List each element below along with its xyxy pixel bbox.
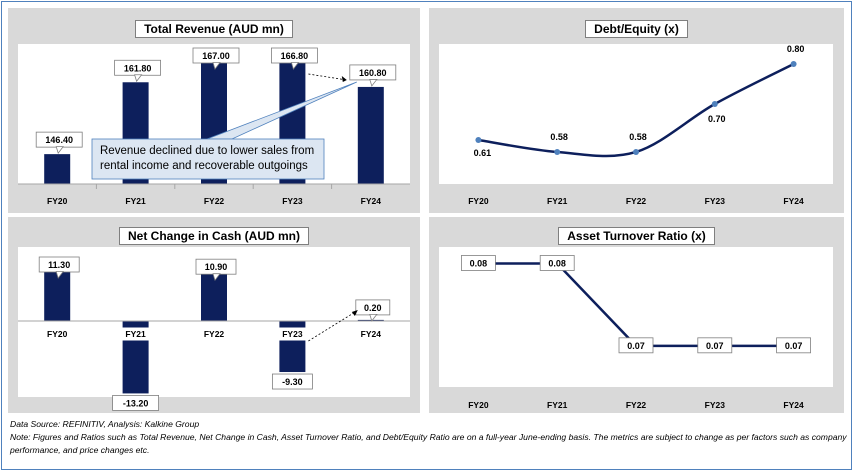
revenue-data-label-FY22: 167.00 xyxy=(192,47,240,70)
debt-equity-chart-title: Debt/Equity (x) xyxy=(585,20,688,38)
net-cash-panel: FY20 FY21 FY22 FY23 FY24 11.30 -13.20 10.90 -9.3… xyxy=(8,217,420,413)
svg-text:160.80: 160.80 xyxy=(359,68,387,78)
svg-text:0.07: 0.07 xyxy=(706,341,724,351)
asset-turnover-data-label-FY20: 0.08 xyxy=(461,255,496,271)
debt-equity-data-label-FY21: 0.58 xyxy=(550,132,568,142)
revenue-annotation-text: Revenue declined due to lower sales from… xyxy=(100,145,314,172)
debt-equity-panel: 0.61 0.58 0.58 0.70 0.80 FY20 FY21 FY22 FY23 FY24… xyxy=(429,8,844,213)
revenue-x-label-FY20: FY20 xyxy=(47,196,68,206)
svg-text:166.80: 166.80 xyxy=(281,51,309,61)
revenue-trend-arrow xyxy=(308,73,347,81)
svg-text:0.08: 0.08 xyxy=(470,258,488,268)
svg-text:0.07: 0.07 xyxy=(785,341,803,351)
revenue-panel: FY20 FY21 FY22 FY23 FY24 146.40 161.80 167.00 16… xyxy=(8,8,420,213)
revenue-x-label-FY23: FY23 xyxy=(282,196,303,206)
debt-equity-point-FY23 xyxy=(711,101,718,107)
revenue-trend-arrowhead xyxy=(341,76,347,82)
svg-text:Revenue declined due to lower: Revenue declined due to lower sales from… xyxy=(100,145,314,172)
debt-equity-data-label-FY22: 0.58 xyxy=(629,132,647,142)
asset-turnover-x-label-FY22: FY22 xyxy=(626,400,647,410)
asset-turnover-plot-area xyxy=(439,247,833,387)
net-cash-x-label-FY24: FY24 xyxy=(361,329,382,339)
asset-turnover-data-label-FY24: 0.07 xyxy=(776,337,812,354)
asset-turnover-data-label-FY23: 0.07 xyxy=(697,337,733,354)
revenue-data-label-FY23: 166.80 xyxy=(270,47,318,70)
net-cash-chart: FY20 FY21 FY22 FY23 FY24 11.30 -13.20 10.90 -9.3… xyxy=(18,247,410,411)
debt-equity-point-FY22 xyxy=(633,149,639,155)
svg-text:-9.30: -9.30 xyxy=(282,377,303,387)
net-cash-bar-FY24 xyxy=(357,319,384,321)
svg-text:-13.20: -13.20 xyxy=(123,398,149,408)
asset-turnover-x-label-FY23: FY23 xyxy=(705,400,726,410)
asset-turnover-data-label-FY21: 0.08 xyxy=(539,255,575,271)
debt-equity-point-FY20 xyxy=(475,137,482,143)
net-cash-data-label-FY21: -13.20 xyxy=(112,395,159,411)
svg-text:0.07: 0.07 xyxy=(627,341,645,351)
asset-turnover-chart: 0.08 0.08 0.07 0.07 0.07 FY20 FY21 FY22 FY23 FY24 xyxy=(439,247,833,410)
revenue-bar-FY20 xyxy=(44,154,71,184)
debt-equity-x-label-FY20: FY20 xyxy=(468,196,489,206)
debt-equity-x-label-FY21: FY21 xyxy=(547,196,568,206)
asset-turnover-x-label-FY24: FY24 xyxy=(783,400,804,410)
asset-turnover-x-label-FY21: FY21 xyxy=(547,400,568,410)
net-cash-trend-arrow xyxy=(308,310,358,342)
revenue-chart-title: Total Revenue (AUD mn) xyxy=(135,20,293,38)
debt-equity-x-label-FY24: FY24 xyxy=(783,196,804,206)
debt-equity-plot-area xyxy=(439,44,833,184)
revenue-data-label-FY21: 161.80 xyxy=(114,59,161,83)
svg-text:161.80: 161.80 xyxy=(124,63,152,73)
net-cash-data-label-FY20: 11.30 xyxy=(38,256,80,279)
net-cash-chart-title: Net Change in Cash (AUD mn) xyxy=(118,227,309,245)
asset-turnover-x-label-FY20: FY20 xyxy=(468,400,489,410)
net-cash-data-label-FY23: -9.30 xyxy=(271,373,313,390)
data-source-text: Data Source: REFINITIV, Analysis: Kalkin… xyxy=(10,419,200,429)
debt-equity-chart: 0.61 0.58 0.58 0.70 0.80 FY20 FY21 FY22 FY23 FY24 xyxy=(439,44,833,206)
revenue-data-label-FY24: 160.80 xyxy=(349,64,397,87)
debt-equity-data-label-FY23: 0.70 xyxy=(708,114,726,124)
revenue-x-label-FY21: FY21 xyxy=(125,196,146,206)
debt-equity-point-FY24 xyxy=(790,61,797,67)
svg-text:0.08: 0.08 xyxy=(548,258,566,268)
net-cash-data-label-FY24: 0.20 xyxy=(355,299,391,322)
revenue-chart: FY20 FY21 FY22 FY23 FY24 146.40 161.80 167.00 16… xyxy=(18,44,410,206)
revenue-data-label-FY20: 146.40 xyxy=(35,131,83,154)
asset-turnover-data-label-FY22: 0.07 xyxy=(618,337,654,354)
debt-equity-x-label-FY22: FY22 xyxy=(626,196,647,206)
note-text: Note: Figures and Ratios such as Total R… xyxy=(10,432,847,455)
debt-equity-data-label-FY24: 0.80 xyxy=(787,44,805,54)
net-cash-trend-arrowhead xyxy=(351,310,358,316)
svg-text:146.40: 146.40 xyxy=(45,135,73,145)
revenue-annotation-box xyxy=(91,138,325,180)
svg-text:167.00: 167.00 xyxy=(202,51,230,61)
asset-turnover-panel: 0.08 0.08 0.07 0.07 0.07 FY20 FY21 FY22 FY23 FY24… xyxy=(429,217,844,413)
revenue-x-label-FY24: FY24 xyxy=(361,196,382,206)
net-cash-data-label-FY22: 10.90 xyxy=(195,258,237,282)
svg-text:11.30: 11.30 xyxy=(48,260,70,270)
net-cash-x-label-FY22: FY22 xyxy=(204,329,225,339)
debt-equity-point-FY21 xyxy=(554,149,561,155)
net-cash-x-label-FY23: FY23 xyxy=(282,329,303,339)
footer: Data Source: REFINITIV, Analysis: Kalkin… xyxy=(10,418,850,457)
svg-text:10.90: 10.90 xyxy=(205,262,228,272)
debt-equity-data-label-FY20: 0.61 xyxy=(474,148,492,158)
net-cash-x-label-FY20: FY20 xyxy=(47,329,68,339)
debt-equity-x-label-FY23: FY23 xyxy=(705,196,726,206)
revenue-bar-FY24 xyxy=(357,86,384,184)
revenue-x-label-FY22: FY22 xyxy=(204,196,225,206)
net-cash-x-label-FY21: FY21 xyxy=(125,329,146,339)
svg-text:0.20: 0.20 xyxy=(364,303,382,313)
asset-turnover-chart-title: Asset Turnover Ratio (x) xyxy=(558,227,715,245)
net-cash-x-label-bg-FY21 xyxy=(122,327,150,341)
net-cash-x-label-bg-FY23 xyxy=(278,327,306,341)
